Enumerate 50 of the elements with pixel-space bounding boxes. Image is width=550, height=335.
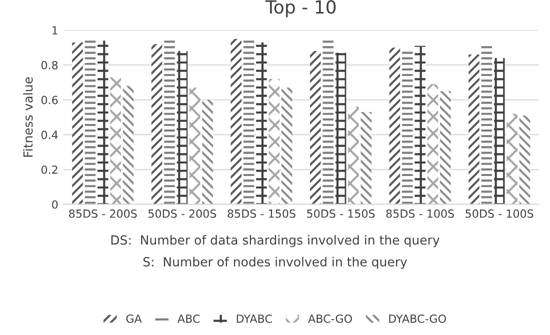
legend-label: ABC	[178, 314, 200, 323]
bar	[189, 88, 200, 204]
bar	[310, 51, 321, 204]
bar	[268, 78, 280, 204]
bar	[519, 116, 530, 204]
bar	[84, 38, 96, 204]
x-tick-label: 85DS - 200S	[69, 209, 137, 218]
text: S: Number of nodes involved in the query	[143, 256, 408, 269]
bar	[72, 42, 83, 204]
x-tick-label: 50DS - 150S	[307, 209, 375, 218]
bar	[176, 51, 188, 204]
y-tick-label: 1	[52, 26, 58, 34]
bar	[151, 44, 162, 204]
y-axis-title: Fitness value	[23, 77, 33, 157]
x-tick-label: 85DS - 150S	[228, 209, 296, 218]
text: DS: Number of data shardings involved in the query	[111, 235, 440, 248]
legend-label: DYABC	[236, 314, 272, 323]
bar	[202, 100, 213, 204]
bar	[468, 54, 480, 204]
x-tick-label: 85DS - 100S	[386, 209, 454, 218]
bar	[348, 106, 359, 204]
bar	[230, 38, 242, 204]
y-tick-label: 0.2	[41, 165, 58, 174]
legend-label: DYABC-GO	[389, 314, 446, 323]
bar	[427, 84, 438, 204]
y-tick-label: 0.4	[41, 130, 58, 140]
x-tick-label: 50DS - 100S	[466, 209, 534, 218]
bar	[164, 38, 175, 204]
x-tick-label: 50DS - 200S	[148, 209, 216, 218]
bar	[110, 77, 121, 204]
bar	[256, 42, 267, 204]
bar	[322, 38, 334, 204]
bar	[122, 86, 134, 204]
bar	[243, 38, 254, 204]
bar	[414, 46, 426, 204]
bar	[440, 91, 451, 204]
bar	[98, 40, 108, 204]
y-tick-label: 0.6	[41, 96, 58, 104]
y-tick-label: 0	[52, 200, 58, 209]
bar	[389, 48, 400, 204]
bar	[481, 44, 492, 204]
bar	[506, 114, 518, 204]
bar	[281, 88, 292, 204]
bar	[335, 52, 346, 204]
bar	[494, 58, 505, 204]
legend-label: GA	[126, 314, 142, 323]
y-tick-label: 0.8	[41, 60, 58, 70]
chart-title: Top - 10	[265, 0, 336, 18]
legend-label: ABC-GO	[308, 314, 352, 323]
bar	[360, 112, 372, 204]
